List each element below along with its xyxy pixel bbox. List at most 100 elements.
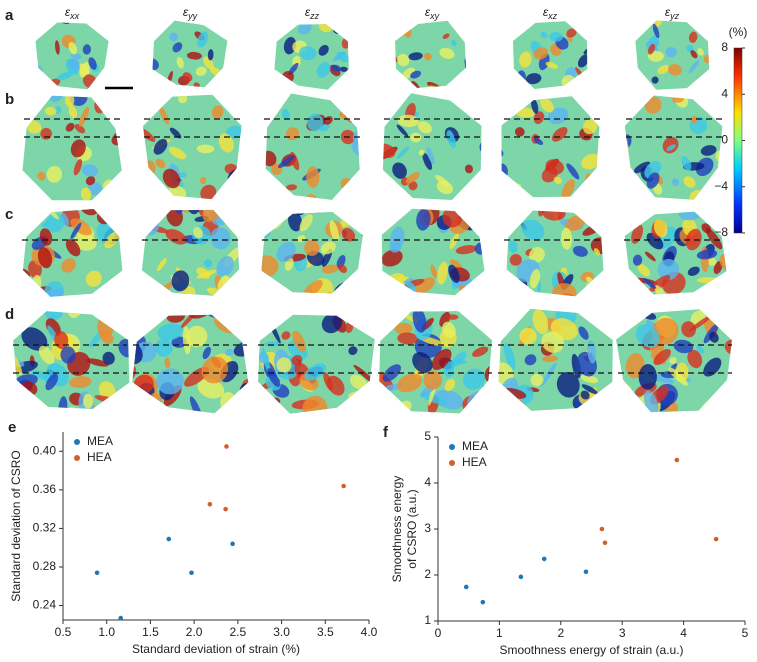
map-feature: [338, 404, 352, 414]
map-feature: [281, 108, 290, 121]
map-feature: [580, 374, 599, 383]
map-feature: [565, 215, 585, 231]
map-feature: [341, 35, 349, 49]
map-feature: [186, 51, 202, 60]
column-label: εyy: [183, 5, 198, 21]
map-feature: [189, 396, 203, 414]
column-label: εzz: [305, 5, 320, 21]
symbol: ε: [665, 5, 671, 19]
map-feature: [423, 370, 443, 390]
legend-marker: [449, 460, 455, 466]
map-feature: [170, 299, 185, 315]
map-feature: [369, 112, 384, 130]
map-feature: [329, 220, 339, 242]
strain-map: [506, 210, 604, 297]
y-tick-label: 0.32: [33, 521, 57, 535]
map-feature: [78, 107, 90, 128]
map-feature: [159, 106, 170, 125]
map-feature: [381, 277, 394, 290]
map-feature: [155, 158, 166, 169]
map-feature: [100, 22, 107, 31]
y-tick-label: 0.36: [33, 482, 57, 496]
map-feature: [681, 156, 692, 171]
map-feature: [529, 247, 545, 263]
map-feature: [196, 144, 215, 154]
map-feature: [401, 67, 415, 80]
map-background: [265, 93, 360, 200]
map-feature: [299, 213, 313, 232]
data-point: [713, 536, 719, 542]
data-point: [583, 569, 589, 575]
legend-label: HEA: [87, 450, 112, 464]
map-feature: [57, 71, 74, 80]
map-feature: [566, 28, 577, 38]
map-feature: [408, 52, 423, 61]
strain-map: [498, 308, 613, 411]
map-feature: [552, 283, 577, 297]
map-feature: [61, 258, 76, 273]
legend-label: MEA: [462, 439, 488, 453]
map-feature: [13, 352, 23, 376]
map-feature: [180, 314, 199, 329]
map-feature: [80, 187, 92, 201]
map-feature: [283, 297, 298, 312]
map-feature: [178, 94, 188, 104]
map-feature: [197, 31, 209, 48]
map-feature: [551, 127, 568, 142]
map-feature: [70, 139, 86, 158]
legend-marker: [74, 455, 80, 461]
map-feature: [637, 263, 651, 277]
map-feature: [48, 95, 64, 103]
map-feature: [197, 378, 225, 399]
map-feature: [525, 73, 542, 85]
map-feature: [690, 116, 698, 124]
column-label: εxx: [65, 5, 80, 21]
map-feature: [397, 53, 410, 67]
map-feature: [97, 290, 111, 297]
strain-map: [379, 311, 493, 414]
map-feature: [64, 95, 75, 108]
column-label: εxz: [543, 5, 558, 21]
map-feature: [509, 183, 519, 198]
colorbar: [733, 47, 743, 234]
map-feature: [683, 176, 696, 188]
map-feature: [653, 348, 671, 365]
strain-map: [624, 211, 727, 295]
map-feature: [319, 123, 330, 132]
map-feature: [65, 122, 75, 132]
map-feature: [434, 389, 464, 410]
map-feature: [701, 223, 712, 234]
map-feature: [410, 70, 422, 79]
strain-map: [132, 299, 249, 414]
map-feature: [339, 66, 348, 72]
map-feature: [587, 340, 597, 364]
panel-label: f: [383, 424, 389, 441]
map-feature: [705, 228, 723, 250]
map-feature: [310, 211, 320, 213]
map-feature: [302, 279, 323, 294]
map-feature: [283, 37, 297, 55]
map-feature: [585, 282, 590, 297]
map-feature: [396, 146, 410, 160]
map-feature: [424, 52, 432, 61]
map-feature: [342, 24, 349, 32]
map-feature: [540, 31, 548, 39]
map-feature: [318, 44, 329, 56]
x-tick-label: 4.0: [361, 625, 378, 639]
map-feature: [542, 210, 566, 221]
map-feature: [700, 81, 706, 90]
map-feature: [74, 233, 97, 251]
data-point: [207, 502, 213, 507]
map-feature: [713, 261, 723, 275]
map-feature: [74, 124, 85, 134]
legend-label: HEA: [462, 455, 487, 469]
map-feature: [553, 176, 562, 185]
map-feature: [55, 40, 60, 55]
map-feature: [214, 295, 225, 320]
map-feature: [439, 47, 455, 59]
data-point: [463, 584, 469, 590]
panel-label: e: [8, 419, 16, 436]
map-feature: [624, 211, 640, 221]
map-feature: [442, 33, 450, 39]
map-feature: [514, 127, 525, 137]
